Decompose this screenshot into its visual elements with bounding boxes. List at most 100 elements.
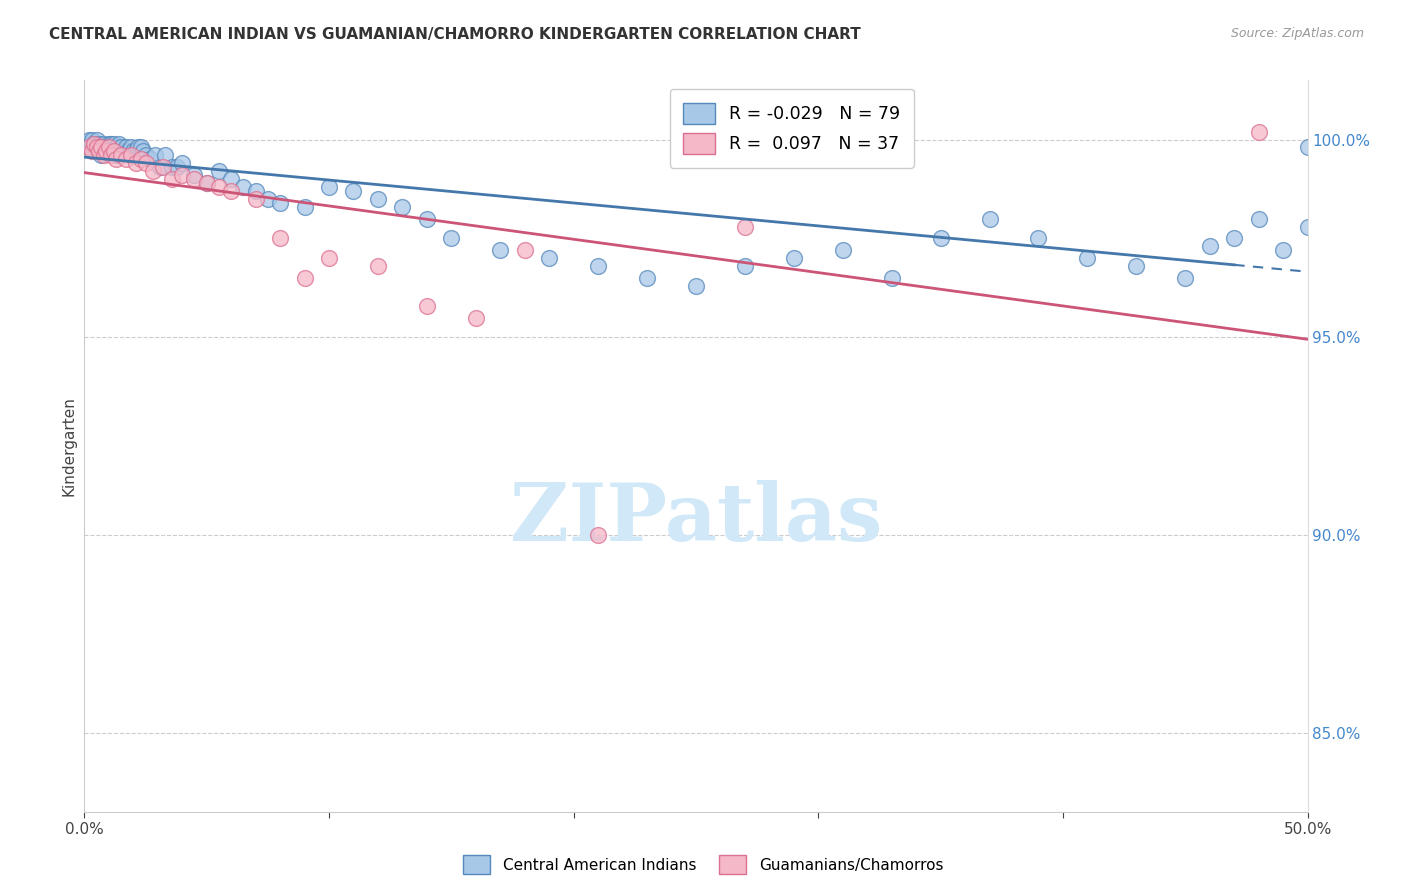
- Point: [734, 259, 756, 273]
- Point: [513, 244, 536, 258]
- Point: [367, 192, 389, 206]
- Point: [76, 136, 98, 151]
- Point: [135, 148, 157, 162]
- Point: [93, 136, 115, 151]
- Point: [110, 148, 132, 162]
- Point: [929, 231, 952, 245]
- Point: [195, 176, 218, 190]
- Point: [245, 184, 267, 198]
- Point: [103, 145, 125, 159]
- Point: [100, 140, 122, 154]
- Point: [783, 251, 806, 265]
- Point: [219, 184, 242, 198]
- Point: [219, 172, 242, 186]
- Point: [97, 145, 120, 159]
- Point: [105, 153, 128, 167]
- Point: [117, 145, 139, 159]
- Point: [734, 219, 756, 234]
- Point: [120, 148, 142, 162]
- Point: [318, 251, 340, 265]
- Point: [87, 136, 110, 151]
- Point: [142, 164, 165, 178]
- Point: [489, 244, 512, 258]
- Point: [257, 192, 280, 206]
- Point: [166, 161, 188, 175]
- Point: [103, 145, 125, 159]
- Point: [90, 140, 112, 154]
- Point: [86, 140, 108, 154]
- Point: [110, 140, 132, 154]
- Point: [1247, 211, 1270, 226]
- Point: [440, 231, 463, 245]
- Point: [103, 136, 125, 151]
- Point: [112, 145, 135, 159]
- Point: [269, 231, 291, 245]
- Point: [318, 180, 340, 194]
- Point: [152, 161, 174, 175]
- Point: [208, 164, 231, 178]
- Point: [122, 145, 145, 159]
- Point: [538, 251, 561, 265]
- Text: Source: ZipAtlas.com: Source: ZipAtlas.com: [1230, 27, 1364, 40]
- Point: [125, 145, 148, 159]
- Point: [132, 145, 155, 159]
- Point: [586, 259, 609, 273]
- Point: [77, 132, 100, 146]
- Point: [83, 136, 105, 151]
- Point: [129, 140, 152, 154]
- Point: [979, 211, 1001, 226]
- Point: [80, 132, 103, 146]
- Point: [269, 195, 291, 210]
- Point: [135, 156, 157, 170]
- Point: [143, 148, 166, 162]
- Point: [195, 176, 218, 190]
- Legend: Central American Indians, Guamanians/Chamorros: Central American Indians, Guamanians/Cha…: [457, 849, 949, 880]
- Point: [100, 148, 122, 162]
- Point: [1076, 251, 1098, 265]
- Point: [83, 140, 105, 154]
- Point: [880, 271, 903, 285]
- Point: [139, 153, 162, 167]
- Point: [183, 168, 205, 182]
- Legend: R = -0.029   N = 79, R =  0.097   N = 37: R = -0.029 N = 79, R = 0.097 N = 37: [669, 89, 914, 168]
- Point: [107, 136, 129, 151]
- Point: [96, 145, 118, 159]
- Point: [96, 140, 118, 154]
- Point: [87, 145, 110, 159]
- Point: [162, 172, 184, 186]
- Point: [83, 136, 105, 151]
- Point: [831, 244, 853, 258]
- Point: [367, 259, 389, 273]
- Point: [149, 161, 172, 175]
- Point: [172, 156, 194, 170]
- Point: [162, 161, 184, 175]
- Point: [90, 140, 112, 154]
- Point: [1028, 231, 1050, 245]
- Point: [77, 140, 100, 154]
- Point: [100, 136, 122, 151]
- Point: [87, 145, 110, 159]
- Point: [183, 172, 205, 186]
- Point: [77, 140, 100, 154]
- Point: [93, 148, 115, 162]
- Text: CENTRAL AMERICAN INDIAN VS GUAMANIAN/CHAMORRO KINDERGARTEN CORRELATION CHART: CENTRAL AMERICAN INDIAN VS GUAMANIAN/CHA…: [49, 27, 860, 42]
- Point: [105, 140, 128, 154]
- Point: [172, 168, 194, 182]
- Point: [294, 271, 316, 285]
- Point: [1174, 271, 1197, 285]
- Point: [1198, 239, 1220, 253]
- Point: [86, 132, 108, 146]
- Point: [636, 271, 658, 285]
- Point: [416, 299, 439, 313]
- Point: [105, 148, 128, 162]
- Point: [391, 200, 413, 214]
- Point: [208, 180, 231, 194]
- Y-axis label: Kindergarten: Kindergarten: [60, 396, 76, 496]
- Point: [294, 200, 316, 214]
- Point: [86, 140, 108, 154]
- Point: [1247, 125, 1270, 139]
- Point: [232, 180, 254, 194]
- Point: [1223, 231, 1246, 245]
- Point: [115, 140, 138, 154]
- Point: [1296, 219, 1319, 234]
